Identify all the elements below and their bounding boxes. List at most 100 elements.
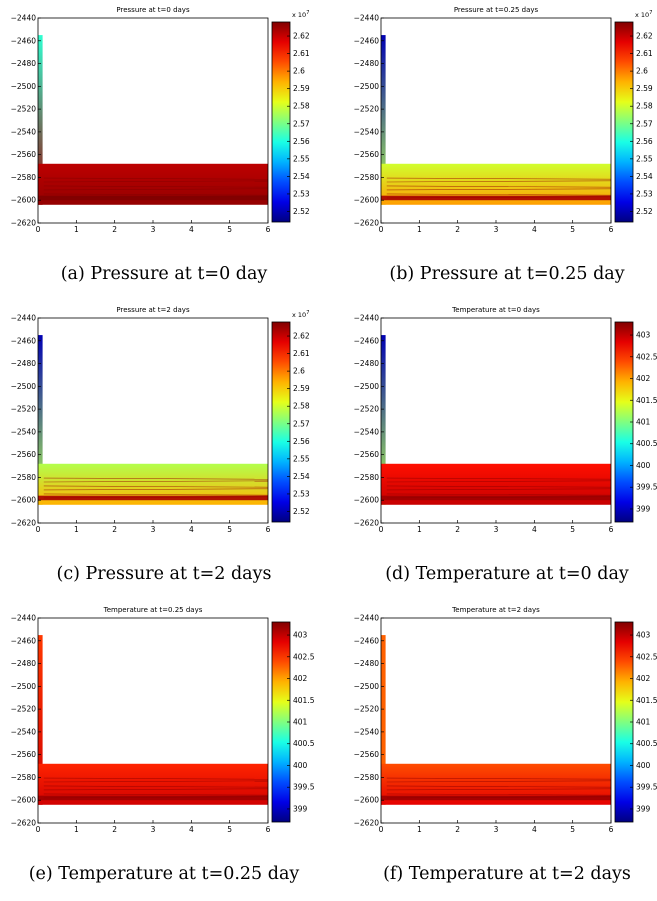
y-tick-label: −2540 <box>11 727 37 736</box>
y-tick-label: −2540 <box>354 127 380 136</box>
colorbar-tick-label: 402 <box>293 674 308 683</box>
panel-e: Temperature at t=0.25 days 0 1 2 3 4 5 6 −2620 −2… <box>0 600 328 900</box>
y-tick-label: −2460 <box>11 336 37 345</box>
colorbar-tick-label: 2.61 <box>293 349 310 358</box>
reservoir-streak <box>386 493 612 496</box>
colorbar-tick-label: 403 <box>293 631 308 640</box>
x-tick-label: 2 <box>455 525 460 534</box>
chart-e: Temperature at t=0.25 days 0 1 2 3 4 5 6 −2620 −2… <box>11 606 315 834</box>
x-tick-label: 4 <box>532 525 537 534</box>
x-tick-label: 2 <box>112 825 117 834</box>
reservoir-streak <box>43 185 269 188</box>
x-tick-label: 5 <box>570 825 575 834</box>
chart-title: Pressure at t=0 days <box>116 6 190 14</box>
colorbar-tick-label: 399.5 <box>636 483 657 492</box>
reservoir-streak <box>43 796 269 799</box>
y-tick-label: −2440 <box>11 614 37 623</box>
chart-a: Pressure at t=0 days 0 1 2 3 4 5 6 −2620 −2600 −25… <box>11 6 310 234</box>
y-tick-label: −2620 <box>354 219 380 228</box>
colorbar-exponent: x 107 <box>292 10 309 19</box>
colorbar-tick-label: 2.55 <box>293 454 310 463</box>
x-tick-label: 4 <box>189 225 194 234</box>
x-tick-label: 1 <box>74 825 79 834</box>
colorbar-tick-label: 2.55 <box>293 154 310 163</box>
reservoir-streak <box>43 493 269 496</box>
colorbar-tick-label: 400.5 <box>636 439 657 448</box>
reservoir-streak <box>43 496 269 499</box>
colorbar-tick-label: 2.62 <box>636 32 653 41</box>
wellbore-region <box>381 35 386 205</box>
colorbar-tick-label: 400.5 <box>636 739 657 748</box>
x-tick-label: 4 <box>532 225 537 234</box>
reservoir-high-band <box>381 495 611 501</box>
y-tick-label: −2620 <box>11 519 37 528</box>
colorbar-tick-label: 2.53 <box>293 189 310 198</box>
colorbar-tick-label: 2.59 <box>293 84 310 93</box>
colorbar-tick-label: 2.57 <box>293 419 310 428</box>
caption-c: (c) Pressure at t=2 days <box>56 564 272 584</box>
y-tick-label: −2540 <box>11 127 37 136</box>
x-tick-label: 2 <box>455 225 460 234</box>
reservoir-streak <box>386 177 612 180</box>
colorbar-tick-label: 2.58 <box>293 102 310 111</box>
y-tick-label: −2580 <box>354 173 380 182</box>
x-tick-label: 3 <box>494 525 499 534</box>
panel-b: Pressure at t=0.25 days 0 1 2 3 4 5 6 −2620 −2600… <box>343 0 657 300</box>
caption-d: (d) Temperature at t=0 day <box>385 564 629 584</box>
reservoir-streak <box>386 793 612 796</box>
reservoir-streak <box>386 488 612 491</box>
y-tick-label: −2560 <box>354 150 380 159</box>
x-tick-label: 6 <box>609 225 614 234</box>
colorbar-tick-label: 399 <box>636 504 651 513</box>
reservoir-streak <box>386 485 612 488</box>
y-tick-label: −2540 <box>11 427 37 436</box>
reservoir-high-band <box>38 495 268 501</box>
reservoir-streak <box>386 780 612 783</box>
y-tick-label: −2540 <box>354 727 380 736</box>
y-tick-label: −2620 <box>11 219 37 228</box>
chart-title: Pressure at t=2 days <box>116 306 190 314</box>
colorbar-tick-label: 2.56 <box>636 137 653 146</box>
x-tick-label: 1 <box>74 525 79 534</box>
colorbar-tick-label: 2.58 <box>636 102 653 111</box>
colorbar-tick-label: 2.62 <box>293 32 310 41</box>
y-tick-label: −2560 <box>11 750 37 759</box>
reservoir-streak <box>43 485 269 488</box>
x-tick-label: 4 <box>189 525 194 534</box>
reservoir-high-band <box>38 795 268 801</box>
chart-d: Temperature at t=0 days 0 1 2 3 4 5 6 −2620 −2600… <box>354 306 657 534</box>
chart-title: Pressure at t=0.25 days <box>454 6 539 14</box>
wellbore-region <box>38 635 43 805</box>
chart-title: Temperature at t=2 days <box>451 606 540 614</box>
x-tick-label: 5 <box>227 825 232 834</box>
x-tick-label: 5 <box>570 225 575 234</box>
caption-b: (b) Pressure at t=0.25 day <box>389 264 625 284</box>
colorbar <box>271 321 291 523</box>
reservoir-streak <box>386 796 612 799</box>
reservoir-streak <box>43 785 269 788</box>
y-tick-label: −2500 <box>354 682 380 691</box>
y-tick-label: −2500 <box>11 82 37 91</box>
colorbar-tick-label: 2.55 <box>636 154 653 163</box>
y-tick-label: −2560 <box>11 150 37 159</box>
y-tick-label: −2620 <box>354 819 380 828</box>
y-tick-label: −2480 <box>11 659 37 668</box>
reservoir-streak <box>43 480 269 483</box>
x-tick-label: 1 <box>74 225 79 234</box>
colorbar-tick-label: 400 <box>293 761 308 770</box>
y-tick-label: −2600 <box>354 796 380 805</box>
chart-b: Pressure at t=0.25 days 0 1 2 3 4 5 6 −2620 −2600… <box>354 6 653 234</box>
y-tick-label: −2520 <box>11 405 37 414</box>
y-tick-label: −2580 <box>11 473 37 482</box>
x-tick-label: 2 <box>455 825 460 834</box>
colorbar-tick-label: 402 <box>636 674 651 683</box>
colorbar-tick-label: 403 <box>636 331 651 340</box>
y-tick-label: −2460 <box>354 36 380 45</box>
colorbar-tick-label: 2.59 <box>636 84 653 93</box>
colorbar-tick-label: 2.54 <box>636 172 653 181</box>
y-tick-label: −2500 <box>354 382 380 391</box>
colorbar-tick-label: 401.5 <box>636 396 657 405</box>
colorbar-exponent-power: 7 <box>306 310 309 316</box>
colorbar-tick-label: 2.59 <box>293 384 310 393</box>
reservoir-streak <box>43 788 269 791</box>
